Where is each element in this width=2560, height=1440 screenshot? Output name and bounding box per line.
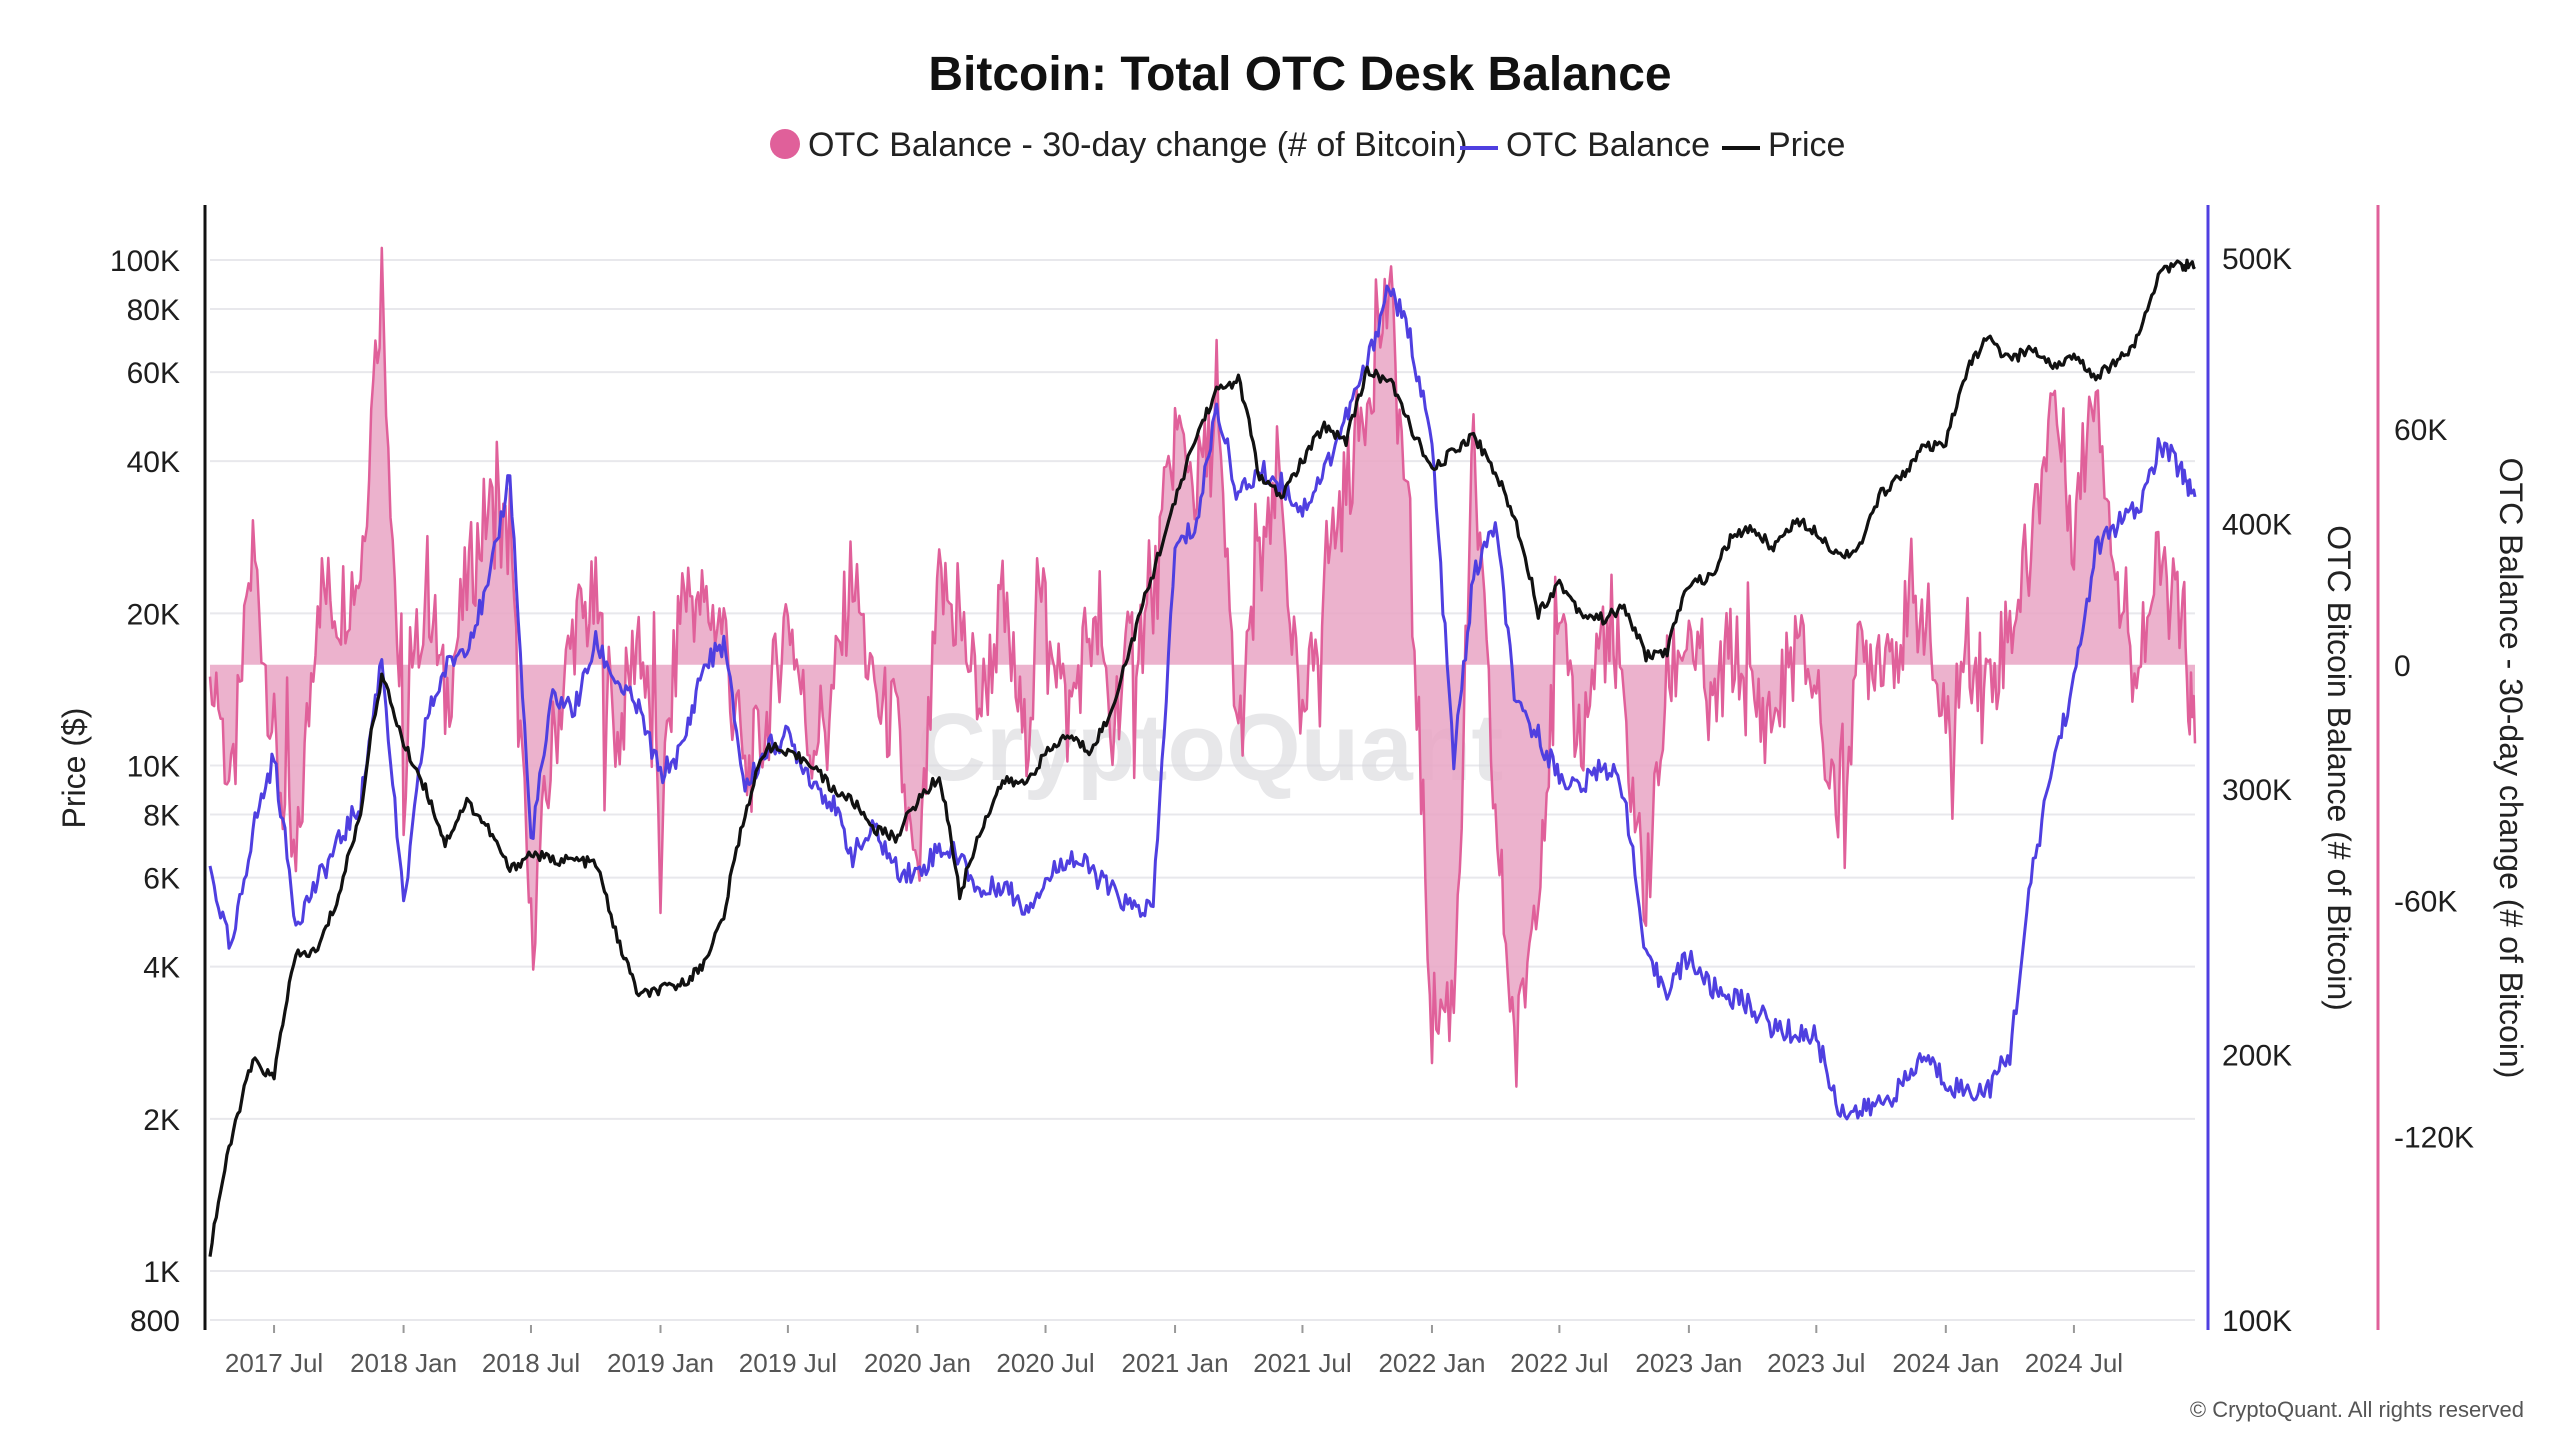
balance-tick-label: 400K	[2222, 509, 2292, 542]
price-series	[208, 258, 2196, 1257]
price-tick-label: 40K	[127, 446, 180, 479]
balance-axis-title: OTC Bitcoin Balance (# of Bitcoin)	[2321, 525, 2357, 1011]
date-tick-label: 2019 Jul	[739, 1348, 837, 1378]
date-axis-ticks: 2017 Jul 2018 Jan 2018 Jul 2019 Jan 2019 Jul…	[225, 1325, 2123, 1378]
change-tick-label: -120K	[2394, 1121, 2474, 1154]
balance-tick-label: 500K	[2222, 243, 2292, 276]
change-tick-label: 60K	[2394, 414, 2447, 447]
price-tick-label: 2K	[143, 1104, 180, 1137]
change-tick-label: -60K	[2394, 886, 2457, 919]
price-tick-label: 80K	[127, 294, 180, 327]
date-tick-label: 2018 Jan	[350, 1348, 457, 1378]
balance-tick-label: 200K	[2222, 1040, 2292, 1073]
legend-change-marker	[770, 129, 800, 159]
chart-title: Bitcoin: Total OTC Desk Balance	[928, 48, 1671, 101]
price-tick-label: 1K	[143, 1256, 180, 1289]
price-tick-label: 60K	[127, 357, 180, 390]
date-tick-label: 2020 Jul	[996, 1348, 1094, 1378]
date-tick-label: 2017 Jul	[225, 1348, 323, 1378]
price-tick-label: 8K	[143, 799, 180, 832]
legend-change-label[interactable]: OTC Balance - 30-day change (# of Bitcoi…	[808, 126, 1468, 164]
price-axis-title: Price ($)	[56, 708, 92, 829]
change-series	[208, 246, 2197, 1088]
legend-balance-label[interactable]: OTC Balance	[1506, 126, 1710, 164]
date-tick-label: 2018 Jul	[482, 1348, 580, 1378]
price-tick-label: 6K	[143, 863, 180, 896]
balance-line	[208, 284, 2197, 1121]
balance-axis-ticks: 500K 400K 300K 200K 100K	[2222, 243, 2292, 1338]
balance-tick-label: 300K	[2222, 774, 2292, 807]
date-tick-label: 2021 Jan	[1122, 1348, 1229, 1378]
date-tick-label: 2019 Jan	[607, 1348, 714, 1378]
date-tick-label: 2023 Jul	[1767, 1348, 1865, 1378]
legend: OTC Balance - 30-day change (# of Bitcoi…	[770, 126, 1845, 164]
copyright-text: © CryptoQuant. All rights reserved	[2190, 1397, 2524, 1422]
change-axis-ticks: 60K 0 -60K -120K	[2394, 414, 2474, 1154]
price-tick-label: 800	[130, 1305, 180, 1338]
change-tick-label: 0	[2394, 650, 2411, 683]
price-tick-label: 100K	[110, 245, 180, 278]
date-tick-label: 2022 Jan	[1378, 1348, 1485, 1378]
balance-series	[208, 284, 2197, 1121]
date-tick-label: 2024 Jul	[2025, 1348, 2123, 1378]
change-axis-title: OTC Balance - 30-day change (# of Bitcoi…	[2493, 458, 2529, 1079]
date-tick-label: 2020 Jan	[864, 1348, 971, 1378]
date-tick-label: 2023 Jan	[1635, 1348, 1742, 1378]
date-tick-label: 2021 Jul	[1253, 1348, 1351, 1378]
price-tick-label: 20K	[127, 598, 180, 631]
legend-price-label[interactable]: Price	[1768, 126, 1845, 164]
change-line	[208, 246, 2197, 1088]
date-tick-label: 2024 Jan	[1892, 1348, 1999, 1378]
price-tick-label: 10K	[127, 751, 180, 784]
price-line	[208, 258, 2196, 1257]
balance-tick-label: 100K	[2222, 1305, 2292, 1338]
price-tick-label: 4K	[143, 952, 180, 985]
date-tick-label: 2022 Jul	[1510, 1348, 1608, 1378]
price-axis-ticks: 100K 80K 60K 40K 20K 10K 8K 6K 4K 2K 1K 800	[110, 245, 180, 1338]
